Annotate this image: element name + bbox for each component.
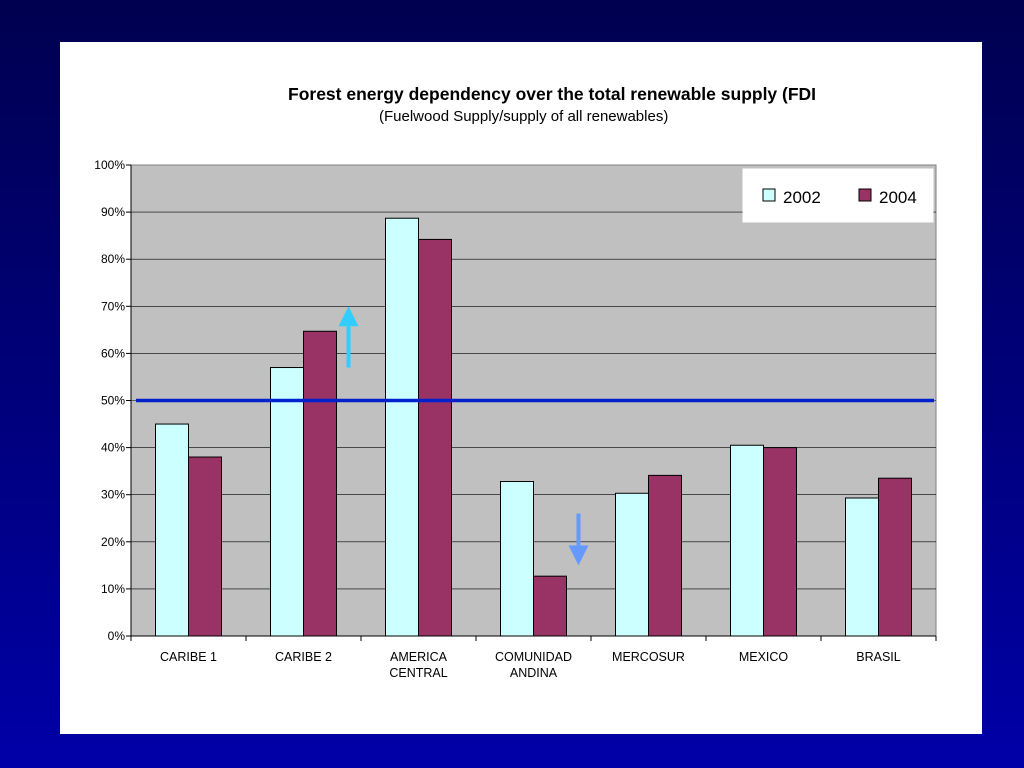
bar-2002 bbox=[845, 497, 879, 637]
bar-2004 bbox=[763, 447, 797, 637]
bar-2002 bbox=[615, 492, 649, 637]
y-tick-label: 60% bbox=[101, 346, 125, 360]
bar-2004 bbox=[188, 456, 222, 637]
bar-2004 bbox=[303, 330, 337, 637]
bar-2002 bbox=[500, 481, 534, 637]
bar-2002 bbox=[730, 444, 764, 637]
y-tick-label: 80% bbox=[101, 252, 125, 266]
legend-label-2004: 2004 bbox=[879, 188, 917, 207]
y-tick-label: 90% bbox=[101, 205, 125, 219]
arrow-down-icon bbox=[568, 545, 589, 566]
bar-2002 bbox=[155, 423, 189, 637]
legend-swatch-2002 bbox=[762, 188, 776, 202]
legend-swatch-2004 bbox=[858, 188, 872, 202]
bar-2004 bbox=[878, 477, 912, 637]
y-tick-label: 20% bbox=[101, 535, 125, 549]
x-category-label: MERCOSUR bbox=[612, 650, 685, 664]
x-category-label: BRASIL bbox=[856, 650, 901, 664]
chart-subtitle: (Fuelwood Supply/supply of all renewable… bbox=[379, 108, 669, 125]
y-tick-label: 40% bbox=[101, 441, 125, 455]
bar-2004 bbox=[533, 575, 567, 637]
x-category-label: CARIBE 1 bbox=[160, 650, 217, 664]
y-tick-label: 10% bbox=[101, 582, 125, 596]
y-tick-label: 30% bbox=[101, 488, 125, 502]
bar-2004 bbox=[418, 238, 452, 637]
chart-title: Forest energy dependency over the total … bbox=[288, 84, 817, 104]
x-category-label: COMUNIDAD ANDINA bbox=[495, 650, 572, 680]
y-tick-label: 0% bbox=[108, 629, 126, 643]
x-category-label: CARIBE 2 bbox=[275, 650, 332, 664]
y-tick-label: 100% bbox=[94, 158, 125, 172]
legend-label-2002: 2002 bbox=[783, 188, 821, 207]
bar-2002 bbox=[385, 217, 419, 637]
y-tick-label: 70% bbox=[101, 299, 125, 313]
y-tick-label: 50% bbox=[101, 394, 125, 408]
x-category-label: AMERICA CENTRAL bbox=[389, 650, 447, 680]
bar-2002 bbox=[270, 367, 304, 637]
x-category-label: MEXICO bbox=[739, 650, 789, 664]
arrow-up-icon bbox=[338, 306, 359, 327]
bar-2004 bbox=[648, 474, 682, 637]
